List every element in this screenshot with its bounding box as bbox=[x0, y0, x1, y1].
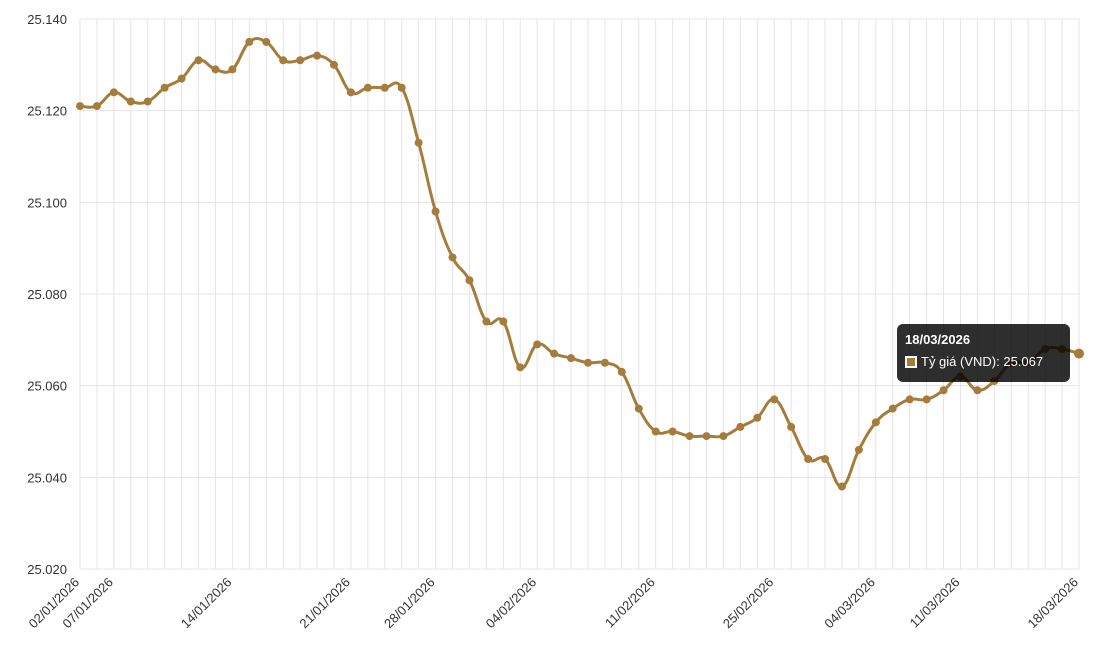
data-point[interactable] bbox=[600, 358, 609, 367]
y-axis: 25.020 25.040 25.060 25.080 25.100 25.120 25.1… bbox=[27, 12, 67, 577]
data-point[interactable] bbox=[821, 455, 830, 463]
data-point[interactable] bbox=[837, 482, 846, 491]
data-point[interactable] bbox=[973, 386, 982, 395]
data-point[interactable] bbox=[617, 367, 626, 376]
x-tick-label: 11/02/2026 bbox=[602, 575, 658, 631]
x-tick-label: 25/02/2026 bbox=[720, 575, 777, 632]
data-points[interactable] bbox=[76, 37, 1084, 491]
data-point[interactable] bbox=[668, 427, 677, 436]
data-point[interactable] bbox=[888, 404, 897, 413]
data-point[interactable] bbox=[804, 455, 813, 463]
y-tick-label: 25.100 bbox=[27, 195, 67, 210]
y-tick-label: 25.040 bbox=[27, 470, 67, 485]
data-point[interactable] bbox=[228, 65, 237, 74]
data-point[interactable] bbox=[313, 51, 322, 60]
tooltip-label: Tỷ giá (VND): 25.067 bbox=[921, 354, 1044, 369]
y-tick-label: 25.020 bbox=[27, 562, 67, 577]
data-point[interactable] bbox=[922, 395, 931, 404]
data-point[interactable] bbox=[211, 65, 220, 74]
data-point[interactable] bbox=[448, 253, 457, 262]
data-point[interactable] bbox=[685, 432, 694, 441]
grid-lines bbox=[79, 18, 1080, 570]
series-line bbox=[78, 36, 1081, 488]
y-tick-label: 25.140 bbox=[27, 12, 67, 27]
x-tick-label: 18/03/2026 bbox=[1024, 575, 1081, 632]
data-point[interactable] bbox=[177, 74, 186, 83]
data-point[interactable] bbox=[567, 354, 576, 363]
data-point[interactable] bbox=[719, 432, 728, 441]
data-point[interactable] bbox=[194, 56, 203, 65]
data-point[interactable] bbox=[651, 427, 660, 436]
data-point[interactable] bbox=[380, 83, 389, 92]
data-point[interactable] bbox=[583, 358, 592, 367]
data-point[interactable] bbox=[109, 88, 118, 97]
data-point[interactable] bbox=[499, 317, 508, 326]
data-point[interactable] bbox=[770, 395, 779, 404]
x-tick-label: 04/03/2026 bbox=[821, 575, 878, 632]
data-point[interactable] bbox=[939, 386, 948, 395]
data-point[interactable] bbox=[245, 37, 254, 46]
x-tick-label: 04/02/2026 bbox=[483, 575, 540, 632]
x-tick-label: 28/01/2026 bbox=[381, 575, 438, 632]
data-point[interactable] bbox=[550, 349, 559, 358]
tooltip-row: Tỷ giá (VND): 25.067 bbox=[905, 354, 1062, 370]
data-point[interactable] bbox=[296, 56, 305, 65]
data-point[interactable] bbox=[363, 83, 372, 92]
data-point[interactable] bbox=[346, 88, 355, 97]
data-point[interactable] bbox=[431, 207, 440, 216]
data-point[interactable] bbox=[871, 418, 880, 427]
data-point[interactable] bbox=[76, 102, 84, 111]
data-point[interactable] bbox=[279, 56, 288, 65]
data-point[interactable] bbox=[787, 422, 796, 431]
data-point[interactable] bbox=[262, 37, 271, 46]
data-point[interactable] bbox=[634, 404, 643, 413]
data-point[interactable] bbox=[92, 102, 101, 111]
data-point[interactable] bbox=[160, 83, 169, 92]
data-point[interactable] bbox=[753, 413, 762, 422]
x-tick-label: 11/03/2026 bbox=[907, 575, 963, 631]
data-point[interactable] bbox=[397, 83, 406, 92]
x-tick-label: 14/01/2026 bbox=[178, 575, 235, 632]
y-tick-label: 25.120 bbox=[27, 104, 67, 119]
data-point[interactable] bbox=[126, 97, 135, 106]
tooltip: 18/03/2026 Tỷ giá (VND): 25.067 bbox=[897, 324, 1070, 382]
data-point[interactable] bbox=[482, 317, 491, 326]
data-point[interactable] bbox=[533, 340, 542, 349]
data-point[interactable] bbox=[516, 363, 525, 372]
data-point[interactable] bbox=[854, 445, 863, 454]
tooltip-color-swatch bbox=[905, 356, 917, 368]
data-point[interactable] bbox=[736, 422, 745, 431]
data-point[interactable] bbox=[702, 432, 711, 441]
data-point[interactable] bbox=[329, 60, 338, 69]
data-point[interactable] bbox=[465, 276, 474, 285]
data-point[interactable] bbox=[905, 395, 914, 404]
y-tick-label: 25.080 bbox=[27, 287, 67, 302]
data-point[interactable] bbox=[414, 138, 423, 147]
x-tick-label: 21/01/2026 bbox=[296, 575, 353, 632]
y-tick-label: 25.060 bbox=[27, 379, 67, 394]
data-point[interactable] bbox=[143, 97, 152, 106]
data-point[interactable] bbox=[1074, 348, 1084, 359]
tooltip-title: 18/03/2026 bbox=[905, 332, 971, 347]
